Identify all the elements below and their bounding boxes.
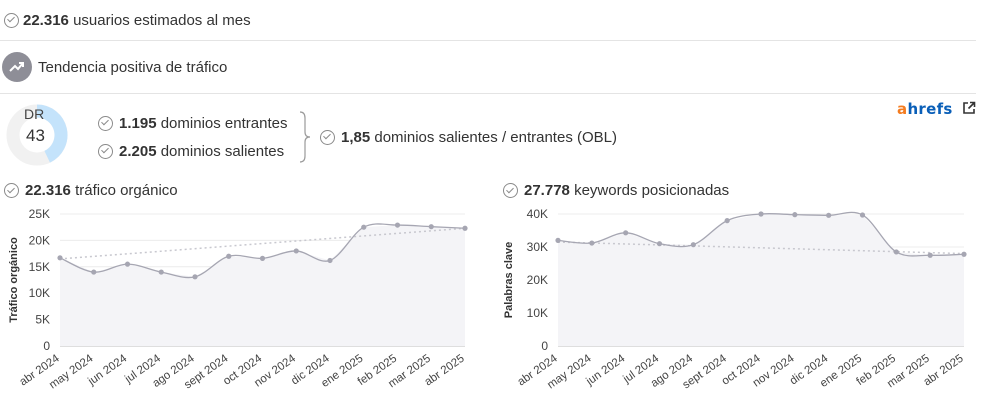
data-point (555, 237, 561, 243)
traffic-trend-row: Tendencia positiva de tráfico (2, 52, 978, 82)
inbound-domains: 1.195 dominios entrantes (98, 113, 318, 133)
check-circle-icon (503, 183, 518, 198)
y-tick-label: 15K (29, 260, 50, 274)
data-point (623, 230, 629, 236)
y-tick-label: 5K (35, 313, 50, 327)
brace-icon (299, 111, 311, 163)
data-point (293, 248, 299, 254)
data-point (57, 255, 63, 261)
ahrefs-logo-link[interactable]: ahrefs (897, 100, 976, 118)
y-tick-label: 0 (541, 339, 548, 353)
check-circle-icon (98, 143, 113, 159)
data-point (758, 211, 764, 217)
data-point (327, 257, 333, 264)
dr-gauge-arc (36, 104, 68, 163)
data-point (124, 261, 131, 267)
traffic-trend-label: Tendencia positiva de tráfico (38, 58, 228, 76)
check-circle-icon (4, 183, 19, 198)
data-point (724, 218, 730, 224)
data-point (259, 255, 266, 261)
obl-ratio: 1,85 dominios salientes / entrantes (OBL… (320, 127, 640, 147)
trend-up-icon (2, 52, 32, 82)
data-point (462, 225, 468, 231)
y-tick-label: 25K (29, 207, 50, 221)
check-circle-icon (320, 129, 335, 145)
data-point (158, 269, 164, 275)
y-tick-label: 20K (29, 233, 50, 247)
data-point (927, 252, 933, 258)
data-point (91, 269, 97, 275)
data-point (792, 212, 798, 218)
series-area (60, 225, 465, 346)
y-axis-label: Palabras clave (503, 242, 515, 318)
dr-label: DR (24, 106, 45, 122)
check-circle-icon (4, 12, 19, 28)
outbound-domains: 2.205 dominios salientes (98, 141, 318, 161)
y-tick-label: 10K (29, 286, 50, 300)
data-point (859, 212, 866, 218)
y-tick-label: 0 (43, 339, 50, 353)
data-point (226, 253, 232, 259)
data-point (428, 224, 434, 230)
data-point (394, 222, 401, 228)
data-point (192, 274, 198, 280)
series-area (558, 214, 964, 346)
dr-gauge: DR 43 (4, 104, 70, 166)
divider (0, 40, 976, 41)
data-point (656, 241, 663, 247)
monthly-users-row: 22.316 usuarios estimados al mes (4, 9, 980, 31)
data-point (589, 240, 595, 246)
data-point (690, 242, 696, 248)
y-axis-label: Tráfico orgánico (8, 237, 20, 323)
dr-value: 43 (26, 126, 45, 145)
data-point (961, 251, 967, 257)
data-point (361, 224, 367, 230)
divider (0, 93, 976, 94)
check-circle-icon (98, 115, 113, 131)
y-tick-label: 10K (527, 306, 548, 320)
y-tick-label: 40K (527, 207, 548, 221)
keywords-title: 27.778 keywords posicionadas (503, 182, 729, 199)
monthly-users-text: 22.316 usuarios estimados al mes (23, 11, 251, 29)
organic-traffic-title: 22.316 tráfico orgánico (4, 182, 178, 199)
y-tick-label: 30K (527, 240, 548, 254)
data-point (893, 249, 899, 255)
external-link-icon (963, 101, 976, 114)
y-tick-label: 20K (527, 273, 548, 287)
data-point (826, 212, 832, 218)
